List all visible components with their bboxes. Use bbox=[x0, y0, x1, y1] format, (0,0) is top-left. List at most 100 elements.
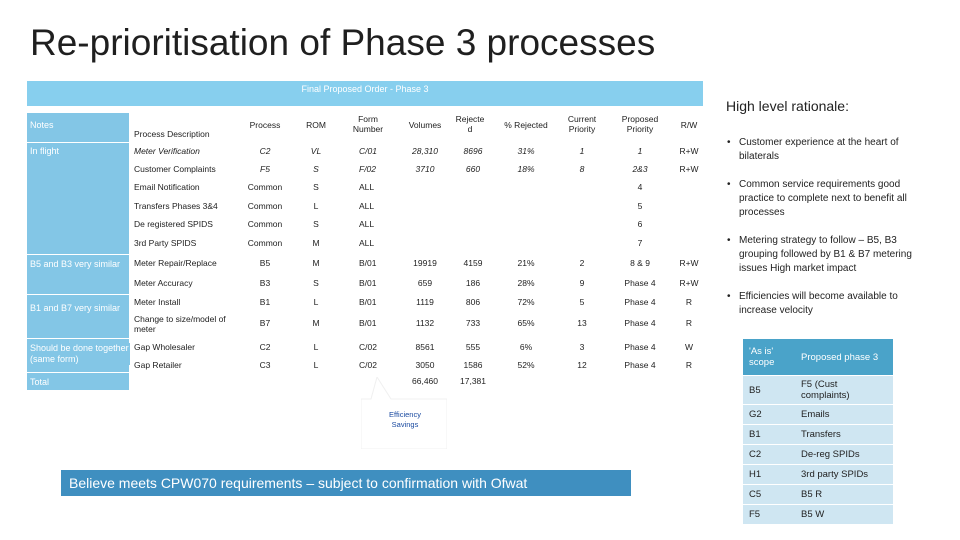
scope-header-proposed: Proposed phase 3 bbox=[795, 339, 893, 376]
cell-volumes: 8561 bbox=[415, 342, 435, 352]
cell-proposed-priority: Phase 4 bbox=[624, 318, 656, 328]
cell-form-number: B/01 bbox=[359, 318, 377, 328]
cell-process-description: Meter Install bbox=[134, 297, 181, 307]
cell-rejected: 8696 bbox=[463, 146, 483, 156]
cell-rejected: 733 bbox=[465, 318, 481, 328]
scope-table-row: C5 B5 R bbox=[743, 484, 893, 505]
cpw070-statement: Believe meets CPW070 requirements – subj… bbox=[61, 470, 631, 496]
scope-proposed-cell: F5 (Cust complaints) bbox=[795, 375, 893, 405]
cell-volumes: 28,310 bbox=[412, 146, 438, 156]
cell-pct-rejected: 28% bbox=[517, 278, 535, 288]
total-rejected: 17,381 bbox=[460, 376, 486, 386]
cell-proposed-priority: Phase 4 bbox=[624, 360, 656, 370]
scope-table-row: G2 Emails bbox=[743, 404, 893, 425]
notes-divider bbox=[27, 294, 129, 295]
scope-proposed-cell: Transfers bbox=[795, 424, 893, 445]
cell-rw: R+W bbox=[679, 258, 699, 268]
cell-volumes: 1132 bbox=[415, 318, 435, 328]
cell-process: Common bbox=[247, 201, 283, 211]
scope-proposed-cell: B5 W bbox=[795, 504, 893, 525]
note-total: Total bbox=[30, 377, 50, 388]
cell-pct-rejected: 52% bbox=[517, 360, 535, 370]
cell-form-number: ALL bbox=[359, 201, 375, 211]
cell-process-description: Email Notification bbox=[134, 182, 200, 192]
cell-volumes: 19919 bbox=[413, 258, 437, 268]
header-rw: R/W bbox=[680, 120, 698, 130]
scope-as-is-cell: B1 bbox=[743, 424, 795, 445]
cell-process: B3 bbox=[259, 278, 271, 288]
cell-rom: S bbox=[313, 278, 319, 288]
cell-current-priority: 9 bbox=[579, 278, 585, 288]
rationale-bullets: Customer experience at the heart of bila… bbox=[727, 136, 927, 332]
cell-proposed-priority: 6 bbox=[637, 219, 643, 229]
cell-current-priority: 2 bbox=[579, 258, 585, 268]
cell-rom: L bbox=[313, 360, 319, 370]
notes-divider bbox=[27, 372, 129, 373]
cell-proposed-priority: Phase 4 bbox=[624, 342, 656, 352]
cell-rejected: 660 bbox=[465, 164, 481, 174]
cell-volumes: 3050 bbox=[415, 360, 435, 370]
cell-volumes: 1119 bbox=[416, 297, 434, 307]
cell-rw: R bbox=[685, 318, 693, 328]
cell-process-description: Change to size/model of meter bbox=[134, 314, 226, 334]
cell-proposed-priority: 7 bbox=[637, 238, 643, 248]
rationale-bullet: Customer experience at the heart of bila… bbox=[727, 136, 927, 164]
scope-proposed-cell: B5 R bbox=[795, 484, 893, 505]
scope-proposed-cell: De-reg SPIDs bbox=[795, 444, 893, 465]
cell-current-priority: 3 bbox=[579, 342, 585, 352]
rationale-title: High level rationale: bbox=[726, 98, 849, 114]
cell-form-number: ALL bbox=[359, 238, 375, 248]
cell-rw: W bbox=[684, 342, 694, 352]
cell-form-number: F/02 bbox=[359, 164, 377, 174]
header-rom: ROM bbox=[306, 120, 326, 130]
cell-process: C2 bbox=[259, 146, 271, 156]
cell-form-number: C/02 bbox=[359, 342, 377, 352]
cell-rom: VL bbox=[310, 146, 322, 156]
header-process: Process bbox=[249, 120, 281, 130]
cell-process: B1 bbox=[259, 297, 271, 307]
cell-process: B5 bbox=[259, 258, 271, 268]
total-volumes: 66,460 bbox=[412, 376, 438, 386]
cell-rejected: 555 bbox=[465, 342, 481, 352]
header-rejected: Rejecte d bbox=[455, 114, 485, 134]
cell-rejected: 186 bbox=[465, 278, 481, 288]
cell-process: Common bbox=[247, 238, 283, 248]
header-volumes: Volumes bbox=[408, 120, 442, 130]
note-in-flight: In flight bbox=[30, 146, 60, 157]
cell-form-number: B/01 bbox=[359, 278, 377, 288]
cell-proposed-priority: 8 & 9 bbox=[630, 258, 650, 268]
callout-label: Efficiency Savings bbox=[389, 410, 421, 429]
cell-proposed-priority: Phase 4 bbox=[624, 297, 656, 307]
cell-rom: S bbox=[313, 219, 319, 229]
rationale-bullet: Metering strategy to follow – B5, B3 gro… bbox=[727, 234, 927, 276]
slide-title: Re-prioritisation of Phase 3 processes bbox=[30, 22, 656, 63]
cell-process: C3 bbox=[259, 360, 271, 370]
cell-rom: M bbox=[312, 258, 320, 268]
note-should-be-done: Should be done together (same form) bbox=[30, 343, 130, 365]
cell-process-description: Gap Retailer bbox=[134, 360, 182, 370]
cell-pct-rejected: 18% bbox=[517, 164, 535, 174]
note-b5-b3: B5 and B3 very similar bbox=[30, 259, 125, 270]
notes-divider bbox=[27, 142, 129, 143]
cell-rom: M bbox=[312, 318, 320, 328]
header-pct-rejected: % Rejected bbox=[504, 120, 548, 130]
cell-form-number: ALL bbox=[359, 182, 375, 192]
notes-divider bbox=[27, 338, 129, 339]
cell-rw: R bbox=[685, 360, 693, 370]
cell-rw: R bbox=[685, 297, 693, 307]
cell-rw: R+W bbox=[679, 146, 699, 156]
scope-as-is-cell: H1 bbox=[743, 464, 795, 485]
cell-pct-rejected: 65% bbox=[517, 318, 535, 328]
cell-form-number: B/01 bbox=[359, 258, 377, 268]
cell-process-description: Customer Complaints bbox=[134, 164, 216, 174]
cell-process-description: Meter Accuracy bbox=[134, 278, 193, 288]
scope-as-is-cell: C5 bbox=[743, 484, 795, 505]
header-proposed-priority: Proposed Priority bbox=[621, 114, 659, 134]
cell-rejected: 1586 bbox=[463, 360, 483, 370]
cell-proposed-priority: 1 bbox=[637, 146, 643, 156]
cell-pct-rejected: 6% bbox=[519, 342, 533, 352]
cell-pct-rejected: 72% bbox=[517, 297, 535, 307]
cell-process: Common bbox=[247, 219, 283, 229]
cell-process: C2 bbox=[259, 342, 271, 352]
scope-table-header: 'As is' scope Proposed phase 3 bbox=[743, 339, 893, 376]
